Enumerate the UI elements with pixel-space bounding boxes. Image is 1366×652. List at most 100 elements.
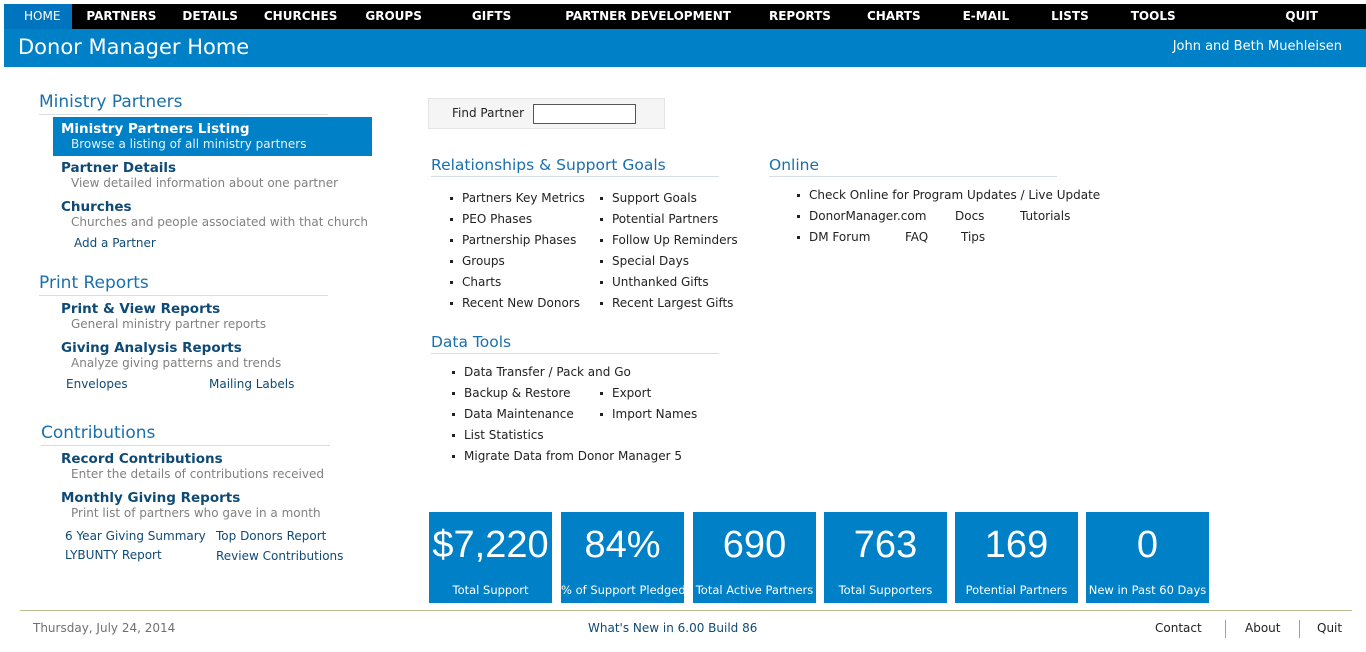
follow-up-reminders-link[interactable]: Follow Up Reminders — [600, 233, 738, 247]
partnership-phases-link[interactable]: Partnership Phases — [449, 233, 577, 247]
data-maintenance-link[interactable]: Data Maintenance — [452, 407, 574, 421]
item-desc: General ministry partner reports — [71, 317, 267, 331]
total-active-partners-tile[interactable]: 690 Total Active Partners — [693, 512, 816, 603]
ministry-partners-heading: Ministry Partners — [39, 92, 328, 115]
nav-gifts[interactable]: GIFTS — [471, 9, 512, 23]
nav-details[interactable]: DETAILS — [182, 9, 238, 23]
support-pledged-tile[interactable]: 84% % of Support Pledged — [561, 512, 686, 603]
tips-link[interactable]: Tips — [961, 230, 986, 244]
backup-restore-link[interactable]: Backup & Restore — [452, 386, 571, 400]
nav-charts[interactable]: CHARTS — [866, 9, 921, 23]
item-title: Partner Details — [61, 160, 177, 176]
data-tools-heading: Data Tools — [431, 333, 719, 354]
groups-link[interactable]: Groups — [450, 254, 505, 268]
data-transfer-link[interactable]: Data Transfer / Pack and Go — [452, 365, 631, 379]
recent-largest-gifts-link[interactable]: Recent Largest Gifts — [599, 296, 734, 310]
find-partner-box: Find Partner — [428, 98, 665, 129]
user-name: John and Beth Muehleisen — [1172, 39, 1342, 54]
nav-tools[interactable]: TOOLS — [1130, 9, 1176, 23]
tile-value: $7,220 — [432, 524, 549, 566]
add-partner-link[interactable]: Add a Partner — [74, 236, 156, 250]
export-link[interactable]: Export — [599, 386, 652, 400]
peo-phases-link[interactable]: PEO Phases — [449, 212, 533, 226]
tile-value: 0 — [1136, 524, 1159, 566]
docs-link[interactable]: Docs — [955, 209, 985, 223]
nav-reports[interactable]: REPORTS — [768, 9, 831, 23]
relationships-heading: Relationships & Support Goals — [431, 156, 719, 177]
envelopes-link[interactable]: Envelopes — [66, 377, 128, 391]
top-nav: HOME PARTNERS DETAILS CHURCHES GROUPS GI… — [4, 4, 1366, 29]
nav-email[interactable]: E-MAIL — [962, 9, 1010, 23]
find-partner-label: Find Partner — [452, 106, 525, 120]
record-contributions-item[interactable]: Record Contributions Enter the details o… — [61, 451, 324, 481]
monthly-giving-reports-item[interactable]: Monthly Giving Reports Print list of par… — [61, 490, 321, 520]
item-title: Monthly Giving Reports — [61, 490, 241, 506]
tile-label: Total Active Partners — [695, 583, 814, 597]
churches-item[interactable]: Churches Churches and people associated … — [61, 199, 368, 229]
item-title: Giving Analysis Reports — [61, 340, 242, 356]
tile-value: 690 — [722, 524, 787, 566]
total-support-tile[interactable]: $7,220 Total Support — [429, 512, 552, 603]
footer-divider — [20, 610, 1352, 611]
new-past-60-days-tile[interactable]: 0 New in Past 60 Days — [1086, 512, 1209, 603]
contributions-heading: Contributions — [41, 423, 330, 446]
partner-details-item[interactable]: Partner Details View detailed informatio… — [61, 160, 338, 190]
print-view-reports-item[interactable]: Print & View Reports General ministry pa… — [61, 301, 266, 331]
footer-separator — [1225, 620, 1226, 638]
find-partner-input[interactable] — [533, 104, 636, 124]
footer-date: Thursday, July 24, 2014 — [33, 621, 176, 635]
tile-label: New in Past 60 Days — [1088, 583, 1207, 597]
potential-partners-link[interactable]: Potential Partners — [599, 212, 719, 226]
tile-label: Potential Partners — [965, 583, 1068, 597]
list-statistics-link[interactable]: List Statistics — [452, 428, 544, 442]
support-goals-link[interactable]: Support Goals — [600, 191, 697, 205]
tutorials-link[interactable]: Tutorials — [1020, 209, 1071, 223]
giving-analysis-reports-item[interactable]: Giving Analysis Reports Analyze giving p… — [61, 340, 281, 370]
total-supporters-tile[interactable]: 763 Total Supporters — [824, 512, 947, 603]
review-contributions-link[interactable]: Review Contributions — [216, 549, 344, 563]
import-names-link[interactable]: Import Names — [599, 407, 698, 421]
nav-churches[interactable]: CHURCHES — [263, 9, 338, 23]
item-desc: View detailed information about one part… — [71, 176, 339, 190]
whats-new-link[interactable]: What's New in 6.00 Build 86 — [588, 621, 758, 635]
top-donors-report-link[interactable]: Top Donors Report — [216, 529, 327, 543]
migrate-data-link[interactable]: Migrate Data from Donor Manager 5 — [451, 449, 683, 463]
item-title: Churches — [61, 199, 132, 215]
partners-key-metrics-link[interactable]: Partners Key Metrics — [450, 191, 585, 205]
item-title: Print & View Reports — [61, 301, 221, 317]
mailing-labels-link[interactable]: Mailing Labels — [209, 377, 295, 391]
special-days-link[interactable]: Special Days — [600, 254, 689, 268]
lybunty-report-link[interactable]: LYBUNTY Report — [65, 548, 162, 562]
faq-link[interactable]: FAQ — [905, 230, 929, 244]
tile-value: 84% — [584, 524, 661, 566]
nav-quit[interactable]: QUIT — [1285, 9, 1318, 23]
check-online-updates-link[interactable]: Check Online for Program Updates / Live … — [796, 188, 1101, 202]
recent-new-donors-link[interactable]: Recent New Donors — [450, 296, 580, 310]
nav-lists[interactable]: LISTS — [1051, 9, 1089, 23]
print-reports-heading: Print Reports — [39, 273, 328, 296]
potential-partners-tile[interactable]: 169 Potential Partners — [955, 512, 1078, 603]
tile-label: Total Supporters — [838, 583, 933, 597]
donormanager-com-link[interactable]: DonorManager.com — [796, 209, 927, 223]
charts-link[interactable]: Charts — [449, 275, 502, 289]
item-title: Record Contributions — [61, 451, 223, 467]
contact-link[interactable]: Contact — [1155, 621, 1202, 635]
item-desc: Analyze giving patterns and trends — [71, 356, 282, 370]
tile-label: Total Support — [452, 583, 529, 597]
quit-link[interactable]: Quit — [1317, 621, 1343, 635]
nav-home[interactable]: HOME — [4, 4, 73, 29]
nav-partner-development[interactable]: PARTNER DEVELOPMENT — [565, 9, 731, 23]
about-link[interactable]: About — [1245, 621, 1281, 635]
nav-groups[interactable]: GROUPS — [365, 9, 422, 23]
six-year-giving-summary-link[interactable]: 6 Year Giving Summary — [65, 529, 206, 543]
unthanked-gifts-link[interactable]: Unthanked Gifts — [600, 275, 709, 289]
ministry-partners-listing-item[interactable]: Ministry Partners Listing Browse a listi… — [53, 117, 372, 156]
item-desc: Print list of partners who gave in a mon… — [71, 506, 321, 520]
dm-forum-link[interactable]: DM Forum — [796, 230, 871, 244]
page-title: Donor Manager Home — [18, 35, 250, 59]
item-desc: Enter the details of contributions recei… — [71, 467, 324, 481]
tile-value: 169 — [984, 524, 1049, 566]
tile-label: % of Support Pledged — [561, 583, 686, 597]
page-header: Donor Manager Home John and Beth Muehlei… — [4, 29, 1366, 67]
nav-partners[interactable]: PARTNERS — [86, 9, 157, 23]
